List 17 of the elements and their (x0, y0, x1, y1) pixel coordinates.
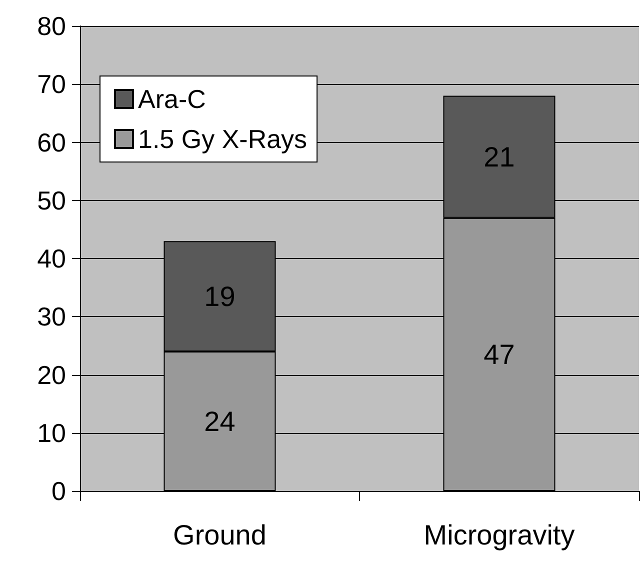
x-tick-label: Microgravity (424, 520, 575, 550)
legend-label: 1.5 Gy X-Rays (138, 124, 308, 154)
y-tick-label: 30 (37, 302, 66, 332)
y-tick-label: 40 (37, 244, 66, 274)
legend-label: Ara-C (138, 84, 206, 114)
y-tick-label: 80 (37, 11, 66, 41)
y-tick-label: 10 (37, 418, 66, 448)
y-tick-label: 20 (37, 360, 66, 390)
data-label: 19 (204, 280, 236, 312)
y-tick-label: 60 (37, 127, 66, 158)
x-tick-label: Ground (173, 520, 266, 550)
y-tick-label: 0 (52, 476, 66, 506)
y-tick-label: 70 (37, 69, 66, 100)
data-label: 47 (484, 338, 515, 370)
data-label: 24 (204, 406, 236, 437)
data-label: 21 (484, 141, 515, 172)
y-tick-label: 50 (37, 185, 66, 216)
